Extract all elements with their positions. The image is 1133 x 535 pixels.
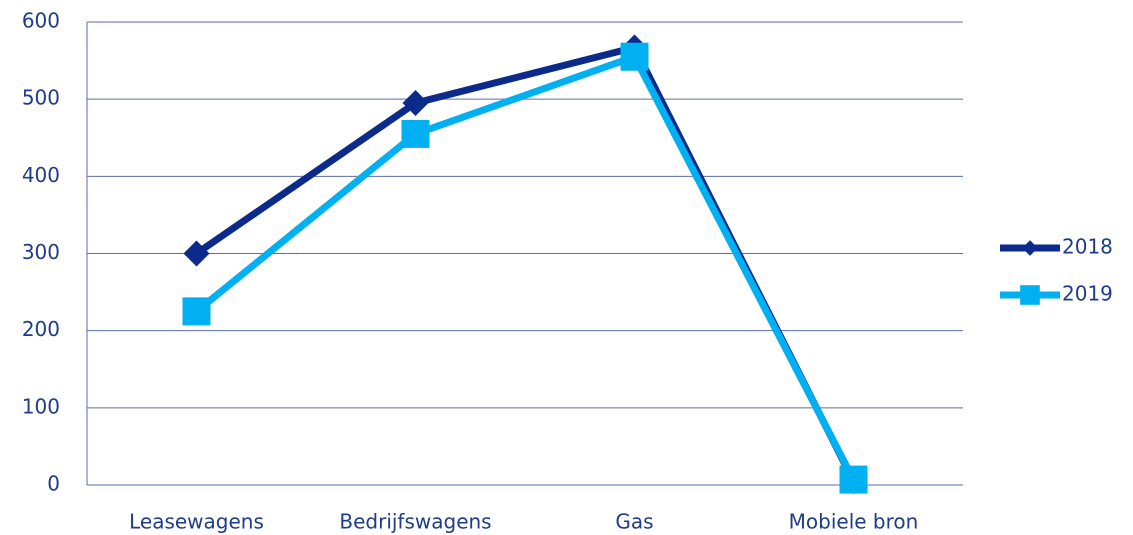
legend-label: 2019 <box>1062 282 1113 306</box>
y-tick-label: 500 <box>22 86 60 110</box>
x-tick-label: Mobiele bron <box>789 510 919 534</box>
y-tick-label: 100 <box>22 394 60 418</box>
x-tick-label: Gas <box>615 510 653 534</box>
y-tick-label: 400 <box>22 163 60 187</box>
x-tick-label: Bedrijfswagens <box>339 510 491 534</box>
data-point <box>183 240 210 267</box>
y-tick-label: 200 <box>22 317 60 341</box>
data-point <box>620 42 649 71</box>
y-tick-label: 300 <box>22 240 60 264</box>
y-tick-label: 600 <box>22 9 60 33</box>
x-tick-label: Leasewagens <box>129 510 264 534</box>
legend-label: 2018 <box>1062 235 1113 259</box>
data-point <box>182 297 211 326</box>
legend-marker <box>1022 240 1038 256</box>
series-line <box>194 53 857 482</box>
legend-marker <box>1020 285 1040 305</box>
data-point <box>401 119 430 148</box>
data-point <box>402 90 429 117</box>
data-point <box>839 465 868 494</box>
y-tick-label: 0 <box>47 472 60 496</box>
series-line <box>194 43 857 483</box>
